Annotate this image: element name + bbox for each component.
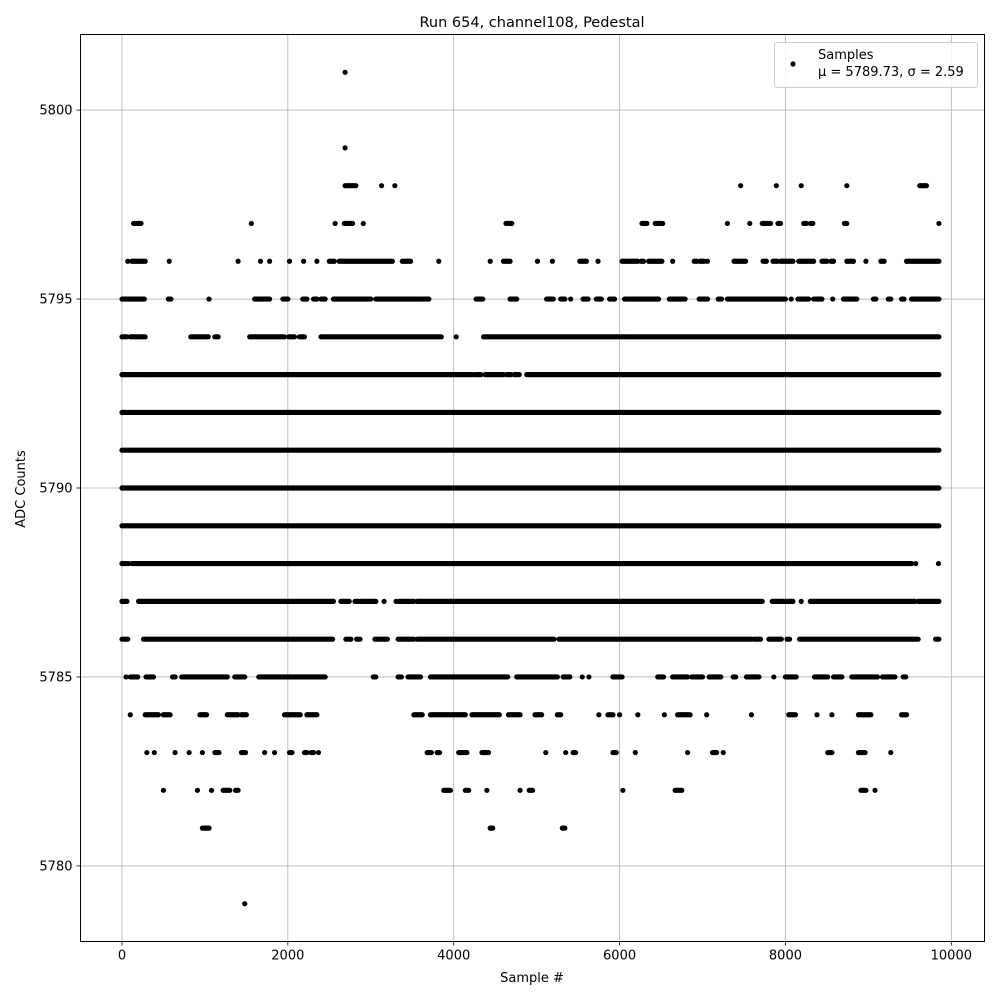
data-point bbox=[151, 749, 157, 756]
data-point bbox=[661, 712, 667, 718]
data-point bbox=[199, 749, 206, 756]
data-point bbox=[773, 183, 779, 189]
data-point bbox=[453, 334, 459, 340]
y-tick-label: 5785 bbox=[39, 670, 72, 685]
plot-frame bbox=[80, 34, 985, 942]
y-axis-label: ADC Counts bbox=[14, 450, 29, 528]
data-point bbox=[235, 258, 241, 264]
data-point bbox=[266, 258, 273, 264]
legend-marker bbox=[790, 61, 796, 67]
data-point bbox=[360, 220, 366, 227]
data-point bbox=[771, 674, 777, 680]
data-point bbox=[248, 220, 254, 227]
data-point bbox=[378, 183, 385, 189]
data-point bbox=[172, 749, 178, 756]
data-point bbox=[747, 220, 753, 227]
data-point bbox=[242, 901, 248, 907]
data-point bbox=[194, 787, 201, 793]
data-point bbox=[314, 258, 320, 264]
data-point bbox=[595, 258, 601, 264]
data-point bbox=[748, 712, 755, 718]
x-tick-label: 0 bbox=[118, 949, 126, 964]
x-tick-label: 8000 bbox=[769, 949, 802, 964]
data-point bbox=[257, 258, 264, 264]
data-point bbox=[208, 787, 215, 793]
y-axis-ticks: 5780 5785 5790 5795 5800 bbox=[39, 104, 81, 874]
data-point bbox=[262, 749, 268, 756]
y-tick-label: 5780 bbox=[39, 859, 72, 874]
data-point bbox=[913, 560, 919, 567]
data-points bbox=[119, 69, 942, 907]
y-tick-label: 5795 bbox=[39, 293, 72, 308]
x-tick-label: 2000 bbox=[271, 949, 304, 964]
x-tick-label: 10000 bbox=[931, 949, 972, 964]
data-point bbox=[720, 749, 726, 756]
data-point bbox=[888, 749, 894, 756]
data-point bbox=[586, 674, 592, 680]
data-point bbox=[507, 258, 513, 264]
data-point bbox=[829, 712, 835, 718]
data-point bbox=[635, 712, 641, 718]
data-point bbox=[863, 258, 869, 264]
data-point bbox=[596, 712, 602, 718]
data-point bbox=[286, 258, 293, 264]
data-point bbox=[579, 674, 585, 680]
data-point bbox=[381, 598, 387, 604]
x-tick-label: 6000 bbox=[603, 949, 636, 964]
data-point bbox=[620, 787, 626, 793]
data-point bbox=[342, 69, 348, 75]
data-point bbox=[127, 712, 133, 718]
x-axis-label: Sample # bbox=[500, 971, 564, 986]
legend-label: Samples bbox=[818, 48, 874, 63]
data-point bbox=[484, 787, 490, 793]
data-point bbox=[549, 258, 556, 264]
data-point bbox=[798, 598, 804, 604]
legend-stats: μ = 5789.73, σ = 2.59 bbox=[818, 65, 964, 80]
data-point bbox=[543, 749, 549, 756]
data-point bbox=[788, 296, 794, 302]
data-point bbox=[684, 749, 691, 756]
x-axis-ticks: 0 2000 4000 6000 8000 10000 bbox=[118, 941, 972, 964]
data-point bbox=[844, 183, 850, 189]
data-point bbox=[563, 749, 569, 756]
data-point bbox=[534, 258, 541, 264]
data-point bbox=[125, 258, 131, 264]
data-point bbox=[166, 258, 172, 264]
data-point bbox=[798, 183, 804, 189]
data-point bbox=[332, 220, 338, 227]
data-point bbox=[738, 183, 744, 189]
y-tick-label: 5790 bbox=[39, 482, 72, 497]
y-tick-label: 5800 bbox=[39, 104, 72, 119]
data-point bbox=[186, 749, 192, 756]
data-point bbox=[670, 258, 676, 264]
data-point bbox=[568, 296, 574, 302]
legend-box bbox=[774, 42, 978, 88]
data-point bbox=[342, 145, 348, 151]
data-point bbox=[616, 712, 623, 718]
data-point bbox=[487, 258, 493, 264]
legend: Samples μ = 5789.73, σ = 2.59 bbox=[774, 42, 978, 88]
data-point bbox=[271, 749, 278, 756]
data-point bbox=[935, 560, 942, 567]
data-point bbox=[392, 183, 398, 189]
data-point bbox=[160, 787, 167, 793]
data-point bbox=[704, 712, 710, 718]
data-point bbox=[206, 296, 212, 302]
data-point bbox=[936, 220, 942, 227]
data-point bbox=[123, 674, 129, 680]
data-point bbox=[814, 712, 820, 718]
chart-title: Run 654, channel108, Pedestal bbox=[419, 15, 644, 31]
data-point bbox=[315, 749, 322, 756]
data-point bbox=[632, 749, 638, 756]
data-point bbox=[144, 749, 150, 756]
data-point bbox=[704, 258, 711, 264]
data-point bbox=[300, 258, 307, 264]
data-point bbox=[872, 787, 878, 793]
data-point bbox=[830, 296, 836, 302]
data-point bbox=[517, 787, 523, 793]
data-point bbox=[436, 258, 442, 264]
x-tick-label: 4000 bbox=[437, 949, 470, 964]
data-point bbox=[724, 220, 730, 227]
